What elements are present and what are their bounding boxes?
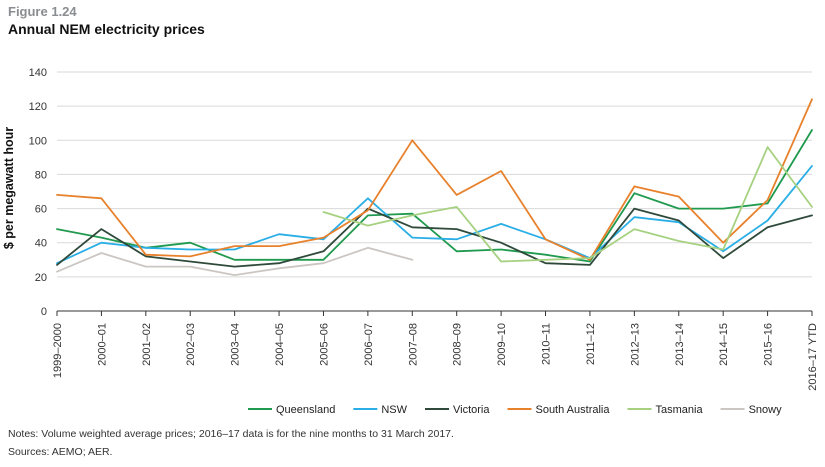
legend: Queensland NSW Victoria South Australia Tasm… xyxy=(248,404,782,416)
x-tick-label-8: 2007–08 xyxy=(407,323,419,366)
x-tick-label-6: 2005–06 xyxy=(318,323,330,366)
figure-label: Figure 1.24 xyxy=(8,4,77,19)
legend-label-nsw: NSW xyxy=(381,404,407,416)
chart-title: Annual NEM electricity prices xyxy=(8,21,205,37)
y-tick-label-140: 140 xyxy=(29,67,47,79)
series-line-victoria xyxy=(56,207,813,268)
x-tick-label-17: 2016–17 YTD xyxy=(807,323,819,391)
y-tick-label-100: 100 xyxy=(29,135,47,147)
chart-sources: Sources: AEMO; AER. xyxy=(8,446,113,458)
gridlines xyxy=(57,71,812,278)
x-tick-label-13: 2012–13 xyxy=(629,323,641,366)
axes: 0 20 40 60 80 100 120 140 1999–2000 2000–01 2001–0… xyxy=(29,67,819,391)
x-tick-label-7: 2006–07 xyxy=(363,323,375,366)
y-tick-label-80: 80 xyxy=(35,169,47,181)
x-tick-label-4: 2003–04 xyxy=(230,323,242,366)
legend-label-victoria: Victoria xyxy=(453,404,490,416)
x-tick-label-9: 2008–09 xyxy=(452,323,464,366)
chart-area: 0 20 40 60 80 100 120 140 1999–2000 2000–01 2001–0… xyxy=(29,67,819,416)
legend-label-snowy: Snowy xyxy=(749,404,783,416)
x-tick-label-16: 2015–16 xyxy=(763,323,775,366)
y-tick-label-40: 40 xyxy=(35,238,47,250)
series-line-nsw xyxy=(56,165,813,265)
y-tick-label-60: 60 xyxy=(35,204,47,216)
y-tick-label-20: 20 xyxy=(35,272,47,284)
legend-label-south-australia: South Australia xyxy=(535,404,610,416)
x-tick-label-0: 1999–2000 xyxy=(52,323,64,378)
x-tick-label-11: 2010–11 xyxy=(541,323,553,365)
x-tick-label-15: 2014–15 xyxy=(718,323,730,366)
x-tick-label-12: 2011–12 xyxy=(585,323,597,365)
legend-label-queensland: Queensland xyxy=(276,404,335,416)
x-tick-label-3: 2002–03 xyxy=(185,323,197,366)
legend-label-tasmania: Tasmania xyxy=(655,404,703,416)
x-tick-label-10: 2009–10 xyxy=(496,323,508,366)
x-tick-label-14: 2013–14 xyxy=(674,323,686,366)
series-line-tasmania xyxy=(322,146,813,263)
x-tick-label-2: 2001–02 xyxy=(141,323,153,366)
y-tick-label-0: 0 xyxy=(41,306,47,318)
x-tick-label-1: 2000–01 xyxy=(96,323,108,366)
series-line-snowy xyxy=(56,246,414,276)
y-tick-label-120: 120 xyxy=(29,101,47,113)
chart-notes: Notes: Volume weighted average prices; 2… xyxy=(8,428,454,440)
series-line-south-australia xyxy=(56,98,813,261)
series-lines xyxy=(56,98,813,276)
series-line-queensland xyxy=(56,129,813,263)
x-tick-label-5: 2004–05 xyxy=(274,323,286,366)
